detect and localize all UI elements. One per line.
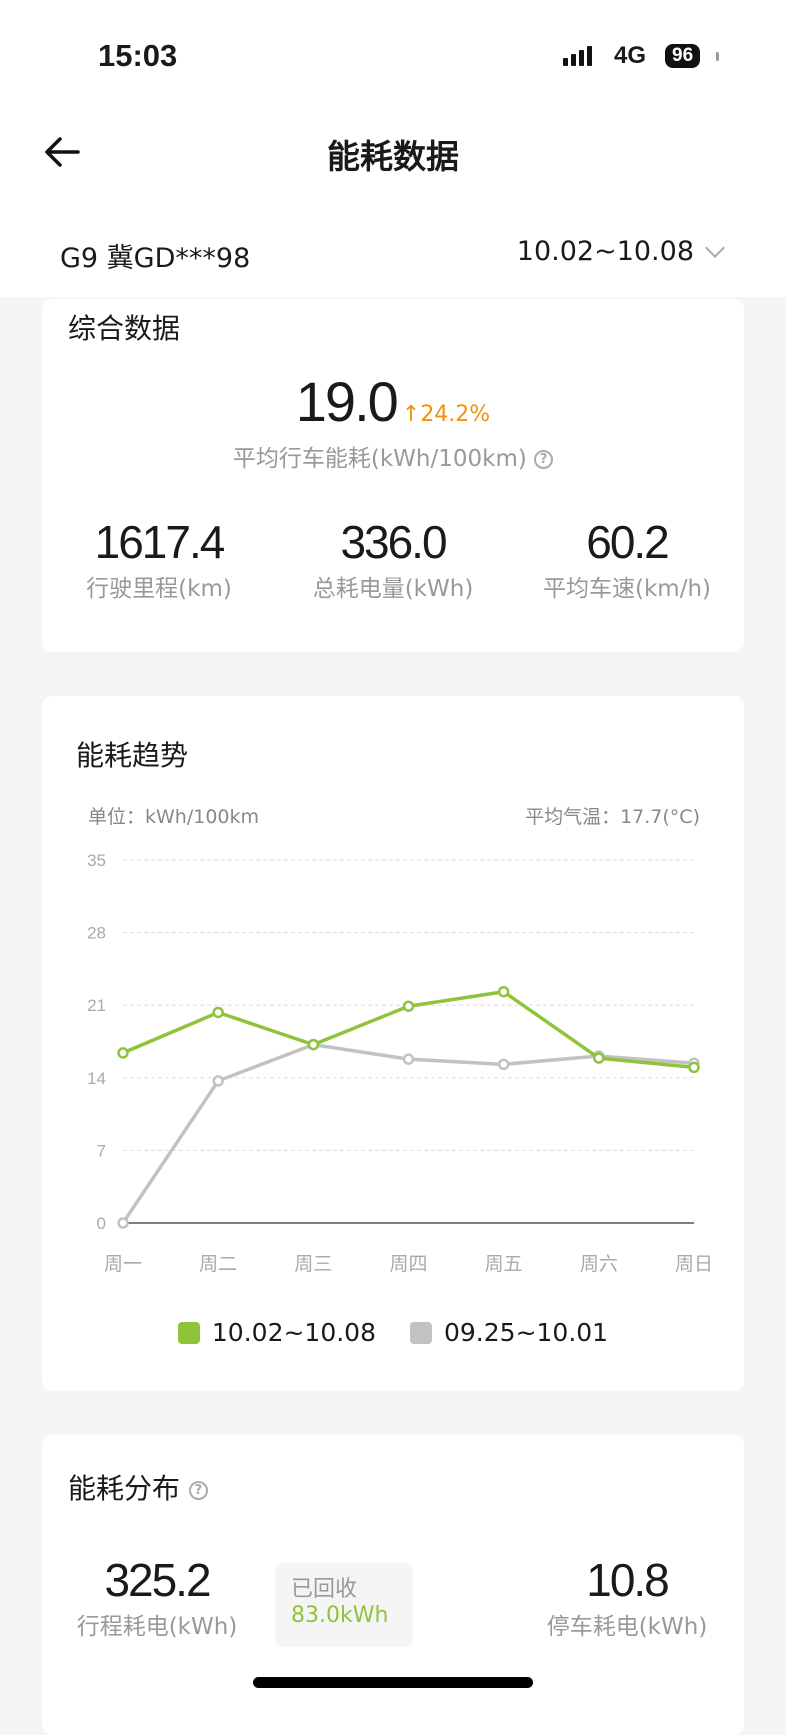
avg-label: 平均行车能耗(kWh/100km) [232, 446, 527, 472]
home-indicator[interactable] [253, 1677, 533, 1688]
data-point [117, 1217, 129, 1229]
temperature-label: 平均气温：17.7(°C) [525, 806, 700, 828]
legend-swatch [410, 1322, 432, 1344]
page-title: 能耗数据 [327, 137, 459, 176]
help-icon[interactable]: ? [188, 1480, 208, 1500]
arrow-up-icon: ↑ [401, 402, 421, 427]
data-point [593, 1052, 605, 1064]
legend-label: 09.25~10.01 [444, 1318, 609, 1347]
recovered-tooltip: 已回收 83.0kWh [275, 1563, 413, 1647]
trip-label: 行程耗电(kWh) [76, 1614, 238, 1640]
unit-label: 单位：kWh/100km [88, 806, 260, 828]
x-tick-label: 周三 [294, 1254, 332, 1275]
arrow-left-icon[interactable] [42, 132, 82, 179]
recovered-value: 83.0kWh [291, 1603, 389, 1628]
data-point [497, 1058, 510, 1071]
battery-cap [716, 52, 719, 61]
trend-chart: 0 7 14 21 28 35 周一 周二 周三 周四 周五 周六 周日 [87, 851, 713, 1275]
stat-speed: 60.2 平均车速(km/h) [510, 515, 744, 603]
data-point [402, 1053, 415, 1065]
trip-value: 325.2 [104, 1554, 211, 1606]
data-point [212, 1075, 224, 1087]
legend-item-previous[interactable]: 09.25~10.01 [410, 1318, 608, 1347]
legend-item-current[interactable]: 10.02~10.08 [177, 1318, 376, 1347]
y-tick-label: 28 [87, 924, 106, 943]
parked-consumption: 10.8 停车耗电(kWh) [512, 1553, 742, 1641]
trend-title: 能耗趋势 [76, 739, 189, 772]
stat-value: 60.2 [586, 516, 670, 568]
y-tick-label: 7 [97, 1141, 106, 1160]
distribution-title: 能耗分布 [68, 1472, 181, 1505]
stat-mileage: 1617.4 行驶里程(km) [42, 515, 276, 603]
stat-value: 1617.4 [94, 516, 226, 568]
x-tick-label: 周五 [485, 1254, 523, 1275]
y-tick-label: 35 [87, 851, 106, 870]
avg-label-row: 平均行车能耗(kWh/100km) ? [42, 439, 744, 473]
series-line [121, 1042, 695, 1224]
data-point [688, 1061, 700, 1074]
battery-icon: 96 [665, 44, 701, 68]
stat-label: 总耗电量(kWh) [312, 576, 474, 602]
y-tick-label: 0 [97, 1214, 106, 1233]
x-tick-label: 周一 [104, 1254, 142, 1275]
legend-swatch [177, 1322, 200, 1344]
summary-card: 综合数据 19.0 ↑24.2% 平均行车能耗(kWh/100km) ? 161… [42, 299, 744, 652]
parked-label: 停车耗电(kWh) [546, 1614, 708, 1640]
data-point [402, 1000, 415, 1012]
data-point [117, 1047, 129, 1059]
signal-icon [563, 46, 592, 66]
data-point [497, 985, 510, 998]
status-time: 15:03 [98, 38, 178, 73]
y-tick-label: 21 [87, 996, 106, 1015]
x-tick-label: 周二 [199, 1254, 237, 1275]
chart-legend: 10.02~10.08 09.25~10.01 [0, 1318, 786, 1347]
avg-consumption: 19.0 [295, 370, 399, 433]
top-area [0, 0, 786, 297]
vehicle-selector[interactable]: G9 冀GD***98 [60, 243, 251, 274]
stat-label: 平均车速(km/h) [543, 576, 711, 602]
trend-card: 能耗趋势 单位：kWh/100km 平均气温：17.7(°C) [42, 696, 744, 1391]
x-tick-label: 周四 [389, 1254, 427, 1275]
data-point [307, 1038, 320, 1051]
stat-label: 行驶里程(km) [86, 576, 232, 602]
stat-energy: 336.0 总耗电量(kWh) [276, 515, 510, 603]
recovered-label: 已回收 [291, 1577, 358, 1602]
help-icon[interactable]: ? [534, 450, 554, 469]
stat-value: 336.0 [340, 516, 447, 568]
network-type: 4G [614, 42, 647, 69]
data-point [212, 1006, 224, 1019]
parked-value: 10.8 [586, 1554, 670, 1606]
y-tick-label: 14 [87, 1069, 106, 1088]
distribution-title-row: 能耗分布 ? [68, 1467, 208, 1507]
summary-title: 综合数据 [68, 312, 181, 345]
change-percent: 24.2% [420, 402, 491, 427]
x-tick-label: 周日 [675, 1254, 713, 1275]
avg-row: 19.0 ↑24.2% [42, 369, 744, 434]
date-range-selector[interactable]: 10.02~10.08 [516, 236, 725, 267]
legend-label: 10.02~10.08 [211, 1318, 376, 1347]
trip-consumption: 325.2 行程耗电(kWh) [42, 1553, 272, 1641]
x-tick-label: 周六 [580, 1253, 618, 1275]
date-range: 10.02~10.08 [516, 236, 694, 267]
